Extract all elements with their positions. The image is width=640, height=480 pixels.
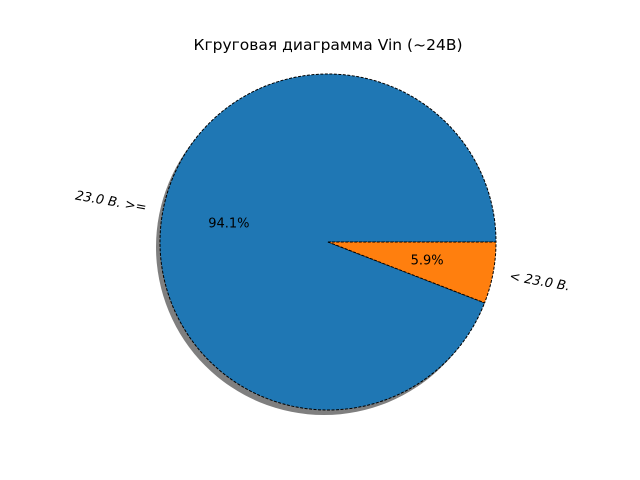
pie-slice-1 — [327, 241, 497, 304]
slice-category-label-0: 23.0 В. >= — [74, 188, 148, 215]
pie-slices — [159, 73, 497, 411]
slice-category-label-1: < 23.0 В. — [508, 269, 571, 294]
chart-title: Кгруговая диаграмма Vin (~24В) — [193, 36, 462, 54]
slice-pct-label-0: 94.1% — [208, 216, 249, 231]
slice-pct-label-1: 5.9% — [411, 254, 444, 269]
